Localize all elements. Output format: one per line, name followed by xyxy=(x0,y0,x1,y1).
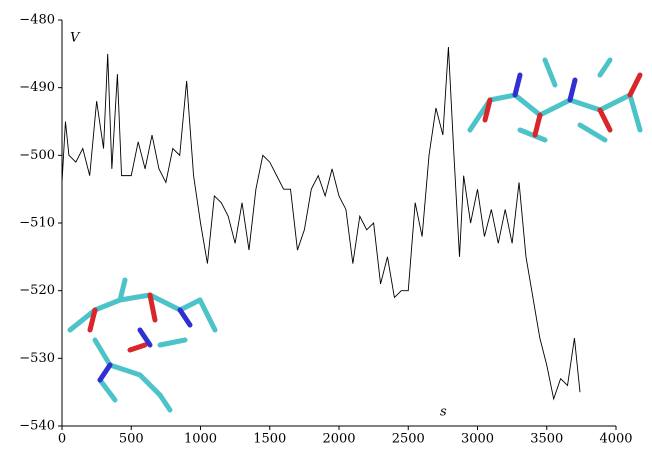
molecule-folded xyxy=(70,280,215,410)
x-tick-label: 1500 xyxy=(253,432,286,447)
y-tick-label: −500 xyxy=(19,148,55,163)
y-tick-label: −520 xyxy=(19,283,55,298)
x-axis-label: s xyxy=(440,405,447,420)
x-tick-label: 3500 xyxy=(530,432,563,447)
y-axis-label: V xyxy=(70,31,81,46)
y-tick-label: −490 xyxy=(19,80,55,95)
x-tick-label: 3000 xyxy=(461,432,494,447)
x-tick-label: 500 xyxy=(119,432,144,447)
y-tick-label: −480 xyxy=(19,13,55,28)
y-tick-label: −530 xyxy=(19,351,55,366)
x-tick-label: 2000 xyxy=(322,432,355,447)
x-tick-label: 0 xyxy=(58,432,66,447)
x-tick-label: 2500 xyxy=(392,432,425,447)
x-tick-label: 1000 xyxy=(184,432,217,447)
x-tick-label: 4000 xyxy=(599,432,632,447)
molecule-extended xyxy=(470,60,640,140)
y-tick-label: −510 xyxy=(19,216,55,231)
chart: V s −540 −530 −520 −510 −500 −490 −480 0 500 1000… xyxy=(0,0,652,450)
y-tick-label: −540 xyxy=(19,419,55,434)
